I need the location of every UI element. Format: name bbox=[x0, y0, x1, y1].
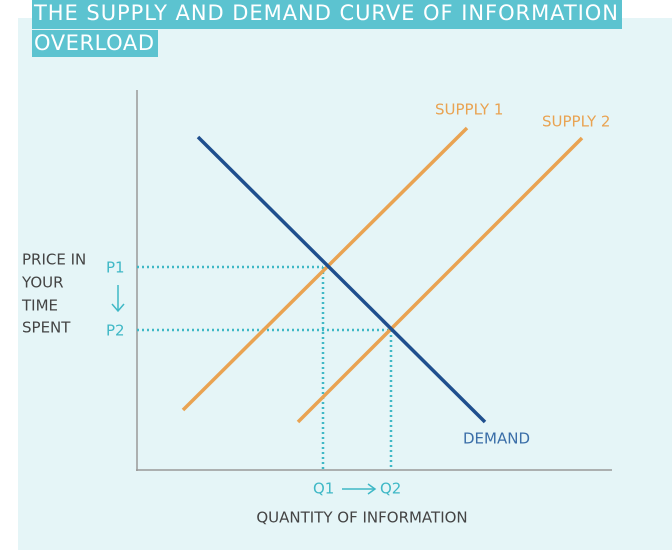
title-highlight bbox=[32, 30, 158, 57]
price-mark: P2 bbox=[106, 322, 125, 340]
title-highlight bbox=[32, 0, 622, 29]
quantity-arrow bbox=[342, 483, 377, 495]
price-mark: P1 bbox=[106, 259, 125, 277]
price-arrow bbox=[111, 285, 125, 313]
y-axis-label-line: YOUR bbox=[21, 274, 64, 292]
x-axis-label: QUANTITY OF INFORMATION bbox=[256, 509, 467, 527]
title: OVERLOAD bbox=[34, 31, 154, 55]
title: THE SUPPLY AND DEMAND CURVE OF INFORMATI… bbox=[33, 1, 618, 25]
y-axis-label-line: PRICE IN bbox=[22, 251, 86, 269]
quantity-mark: Q2 bbox=[380, 480, 401, 498]
quantity-mark: Q1 bbox=[313, 480, 334, 498]
curve-label: SUPPLY 1 bbox=[435, 101, 503, 119]
y-axis-label: PRICE IN YOUR TIME SPENT bbox=[21, 251, 86, 337]
demand-line bbox=[196, 135, 487, 424]
y-axis-label-line: TIME bbox=[21, 297, 58, 315]
supply-2-line bbox=[296, 136, 584, 424]
supply-1-line bbox=[181, 126, 469, 412]
curve-label: SUPPLY 2 bbox=[542, 113, 610, 131]
y-axis-label-line: SPENT bbox=[22, 319, 71, 337]
curve-label: DEMAND bbox=[463, 430, 530, 448]
